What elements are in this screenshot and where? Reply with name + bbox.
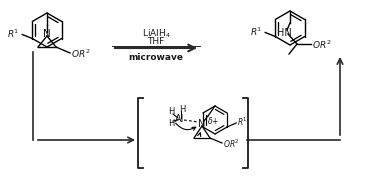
Text: microwave: microwave <box>129 53 183 61</box>
Text: H: H <box>179 104 185 113</box>
Text: H: H <box>168 118 174 127</box>
Text: $R^1$: $R^1$ <box>250 25 262 38</box>
Text: $OR^2$: $OR^2$ <box>71 48 90 60</box>
Text: $OR^2$: $OR^2$ <box>312 39 332 51</box>
Text: $R^1$: $R^1$ <box>7 27 19 40</box>
FancyArrowPatch shape <box>176 123 196 130</box>
Text: H: H <box>168 107 174 116</box>
Text: N: N <box>198 119 206 129</box>
Text: $R^1$: $R^1$ <box>237 116 248 128</box>
Text: THF: THF <box>147 36 165 45</box>
Text: Al: Al <box>175 114 185 124</box>
Text: N: N <box>43 29 51 39</box>
FancyArrowPatch shape <box>198 133 201 137</box>
Text: $\delta$+: $\delta$+ <box>207 115 219 125</box>
Text: LiAlH$_4$: LiAlH$_4$ <box>142 28 170 40</box>
Text: $OR^2$: $OR^2$ <box>223 138 240 150</box>
Text: HN: HN <box>277 28 291 38</box>
